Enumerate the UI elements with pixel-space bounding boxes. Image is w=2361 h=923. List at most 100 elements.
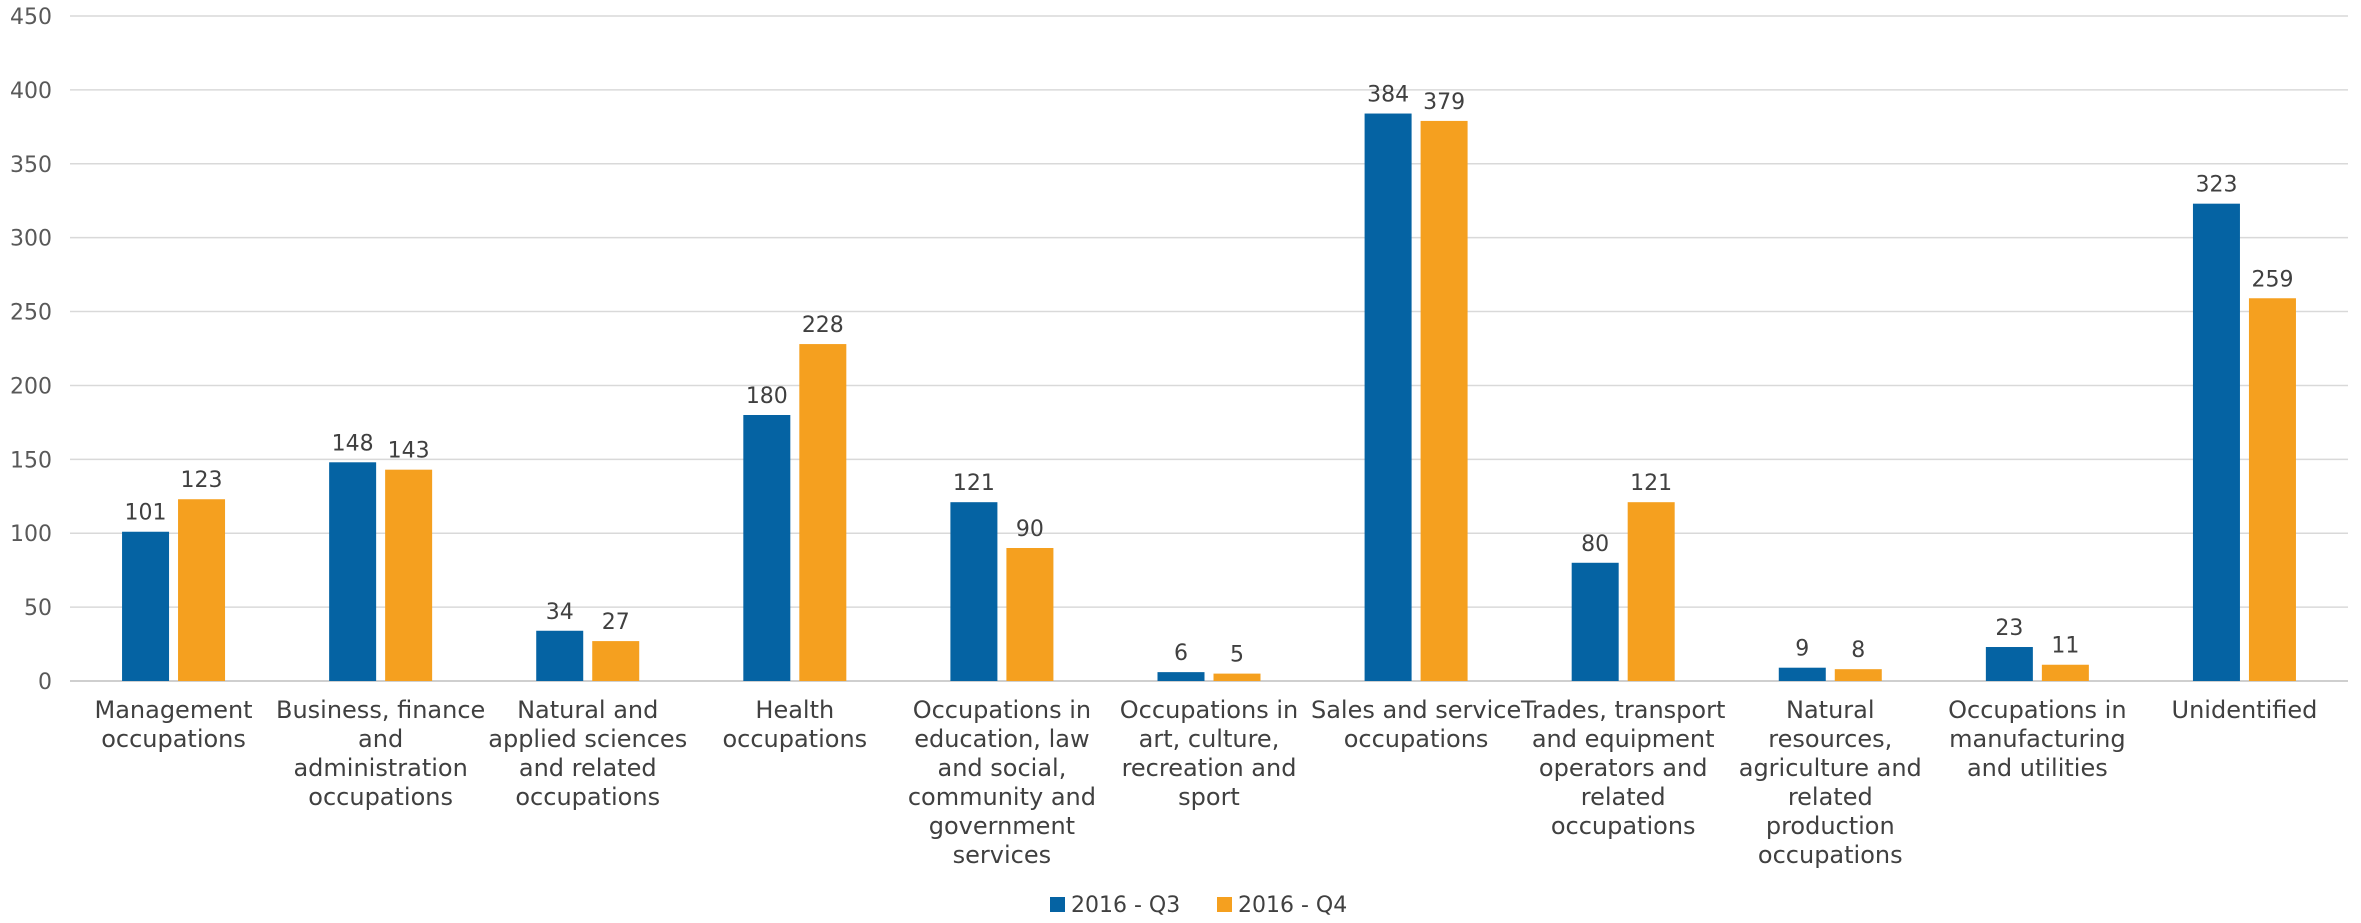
category-label: manufacturing xyxy=(1949,725,2125,753)
bar-2016-q3-4 xyxy=(950,502,998,681)
bar-2016-q3-5 xyxy=(1157,672,1205,681)
category-label: sport xyxy=(1178,783,1240,811)
bar-2016-q3-2 xyxy=(536,630,584,681)
bar-2016-q4-2 xyxy=(592,641,640,681)
category-label: occupations xyxy=(1344,725,1489,753)
data-labels: 101 123 148 143 34 27 180 228 121 90 6 5 384 379 80 121… xyxy=(125,83,2294,668)
category-label: occupations xyxy=(308,783,453,811)
bar-2016-q4-0 xyxy=(178,499,226,681)
bar-2016-q3-0 xyxy=(122,531,170,681)
data-label: 123 xyxy=(181,468,223,493)
category-label: and social, xyxy=(937,754,1066,782)
bar-2016-q3-6 xyxy=(1364,113,1412,682)
legend-swatch xyxy=(1217,897,1232,912)
data-label: 323 xyxy=(2195,173,2237,198)
category-label: Occupations in xyxy=(1948,696,2126,724)
data-label: 180 xyxy=(746,384,788,409)
category-label: production xyxy=(1766,812,1895,840)
data-label: 121 xyxy=(953,471,995,496)
bar-2016-q4-6 xyxy=(1420,120,1468,681)
bar-2016-q4-3 xyxy=(799,344,847,681)
data-label: 228 xyxy=(802,313,844,338)
category-label: art, culture, xyxy=(1139,725,1280,753)
category-label: Management xyxy=(94,696,252,724)
y-tick-label: 0 xyxy=(38,670,52,695)
gridlines xyxy=(70,15,2348,682)
category-label: occupations xyxy=(1758,841,1903,869)
y-axis-ticks: 0 50 100 150 200 250 300 350 400 450 xyxy=(10,5,52,695)
category-label: occupations xyxy=(515,783,660,811)
legend-label: 2016 - Q3 xyxy=(1071,893,1180,918)
bar-2016-q3-9 xyxy=(1985,647,2033,681)
legend: 2016 - Q3 2016 - Q4 xyxy=(1050,893,1347,918)
data-label: 90 xyxy=(1016,517,1044,542)
category-label: education, law xyxy=(914,725,1089,753)
category-label: occupations xyxy=(1551,812,1696,840)
bar-2016-q3-8 xyxy=(1778,667,1826,681)
data-label: 379 xyxy=(1423,90,1465,115)
y-tick-label: 400 xyxy=(10,79,52,104)
category-label: administration xyxy=(293,754,467,782)
category-label: related xyxy=(1788,783,1873,811)
data-label: 9 xyxy=(1795,637,1809,662)
data-label: 8 xyxy=(1851,638,1865,663)
category-label: and equipment xyxy=(1532,725,1715,753)
data-label: 34 xyxy=(546,600,574,625)
data-label: 11 xyxy=(2051,634,2079,659)
category-label: and xyxy=(358,725,403,753)
y-tick-label: 100 xyxy=(10,522,52,547)
category-label: government xyxy=(929,812,1075,840)
category-label: occupations xyxy=(722,725,867,753)
category-label: resources, xyxy=(1768,725,1892,753)
data-label: 384 xyxy=(1367,83,1409,108)
category-label: services xyxy=(953,841,1051,869)
y-tick-label: 150 xyxy=(10,448,52,473)
data-label: 23 xyxy=(1995,616,2023,641)
data-label: 27 xyxy=(602,610,630,635)
legend-label: 2016 - Q4 xyxy=(1238,893,1347,918)
category-label: recreation and xyxy=(1122,754,1297,782)
category-label: Health xyxy=(755,696,834,724)
category-label: Business, finance xyxy=(276,696,485,724)
data-label: 148 xyxy=(332,431,374,456)
y-tick-label: 450 xyxy=(10,5,52,30)
bar-2016-q4-1 xyxy=(385,469,433,681)
y-tick-label: 50 xyxy=(24,596,52,621)
category-label: Occupations in xyxy=(1120,696,1298,724)
bar-2016-q4-5 xyxy=(1213,673,1261,681)
category-label: Natural xyxy=(1786,696,1875,724)
category-label: Occupations in xyxy=(913,696,1091,724)
category-label: related xyxy=(1581,783,1666,811)
category-label: Sales and service xyxy=(1311,696,1521,724)
data-label: 143 xyxy=(388,439,430,464)
bar-2016-q3-10 xyxy=(2192,203,2240,681)
category-label: Natural and xyxy=(517,696,658,724)
category-label: community and xyxy=(908,783,1096,811)
y-tick-label: 350 xyxy=(10,153,52,178)
data-label: 80 xyxy=(1581,532,1609,557)
data-label: 5 xyxy=(1230,643,1244,668)
category-label: applied sciences xyxy=(488,725,687,753)
bar-2016-q3-1 xyxy=(329,462,377,681)
bar-2016-q4-7 xyxy=(1627,502,1675,681)
data-label: 6 xyxy=(1174,641,1188,666)
bar-2016-q4-10 xyxy=(2248,298,2296,681)
bar-2016-q4-9 xyxy=(2041,664,2089,681)
category-label: Unidentified xyxy=(2172,696,2318,724)
category-label: operators and xyxy=(1539,754,1708,782)
bar-2016-q3-3 xyxy=(743,415,791,681)
bar-2016-q4-8 xyxy=(1834,669,1882,681)
data-label: 121 xyxy=(1630,471,1672,496)
category-label: Trades, transport xyxy=(1520,696,1725,724)
legend-swatch xyxy=(1050,897,1065,912)
y-tick-label: 200 xyxy=(10,374,52,399)
bar-2016-q4-4 xyxy=(1006,548,1054,681)
category-label: and utilities xyxy=(1967,754,2108,782)
data-label: 101 xyxy=(125,501,167,526)
bar-2016-q3-7 xyxy=(1571,562,1619,681)
category-label: occupations xyxy=(101,725,246,753)
bars xyxy=(122,113,2296,682)
data-label: 259 xyxy=(2251,267,2293,292)
